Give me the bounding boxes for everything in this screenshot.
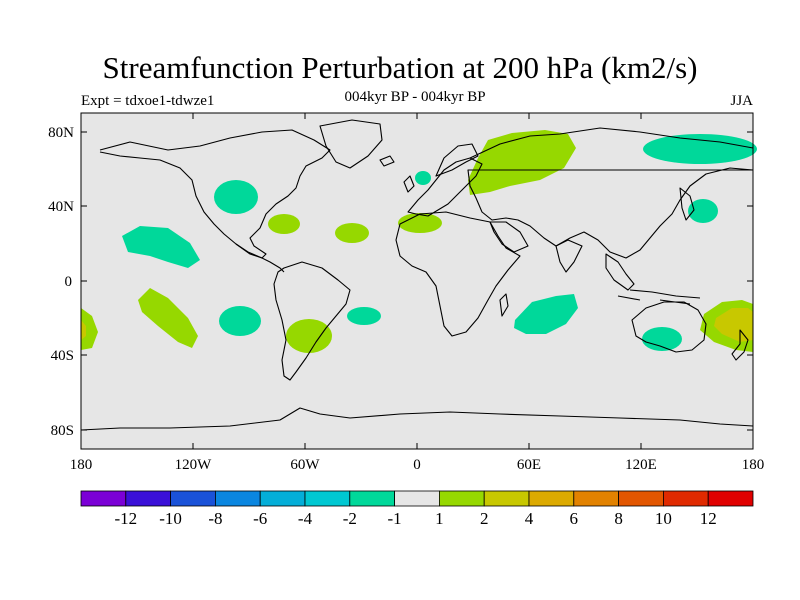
coastline-scandinavia [435, 143, 479, 177]
coastline-antarctica [80, 407, 754, 431]
colorbar-label: 6 [570, 509, 579, 528]
colorbar-box [528, 490, 575, 507]
colorbar-box [349, 490, 395, 507]
anomaly-positive-west-edge-inner [81, 320, 86, 340]
anomaly-negative-australia [642, 327, 682, 351]
lon-label-60e: 60E [517, 457, 541, 473]
colorbar-box [170, 490, 216, 507]
coastline-new-zealand [731, 329, 749, 361]
map-background [81, 113, 753, 449]
lat-axis [81, 131, 753, 431]
colorbar-box [125, 490, 172, 507]
lat-label-80s: 80S [51, 423, 74, 439]
coastline-southeast-asia [605, 253, 635, 291]
coastline-greenland [319, 119, 383, 169]
anomaly-negative-northpacific-east [643, 134, 757, 164]
lon-label-180w: 180 [70, 457, 93, 473]
colorbar-label: 4 [525, 509, 534, 528]
colorbar-label: 10 [655, 509, 672, 528]
anomaly-negative-southpacific [219, 306, 261, 336]
anomaly-positive-southpacific [138, 288, 198, 348]
colorbar-box [304, 490, 351, 507]
lon-axis [80, 113, 754, 449]
coastline-asia [467, 127, 754, 259]
coastline-australia [631, 301, 707, 353]
colorbar-label: -6 [253, 509, 267, 528]
anomaly-negative-southatlantic [347, 307, 381, 325]
colorbar-label: 1 [435, 509, 444, 528]
anomaly-patches [81, 130, 757, 353]
colorbar-label: -2 [343, 509, 357, 528]
anomaly-negative-indianocean [514, 294, 578, 334]
anomaly-positive-northafrica [398, 213, 442, 233]
coastline-arabia [489, 221, 529, 253]
colorbar-label: -10 [159, 509, 182, 528]
anomaly-negative-northpacific-west [688, 199, 718, 223]
coastline-japan [679, 187, 695, 221]
colorbar-box [80, 490, 127, 507]
colorbar-label: -8 [208, 509, 222, 528]
anomaly-negative-northsea [415, 171, 431, 185]
experiment-label: Expt = tdxoe1-tdwze1 [81, 93, 215, 109]
colorbar-box [259, 490, 306, 507]
lon-label-60w: 60W [290, 457, 320, 473]
anomaly-positive-southamerica [286, 319, 332, 353]
coastline-africa [395, 211, 521, 337]
lon-label-120e: 120E [625, 457, 657, 473]
anomaly-positive-caribbean [268, 214, 300, 234]
coastline-north-america [99, 129, 331, 259]
colorbar-label: -4 [298, 509, 313, 528]
colorbar-label: -1 [388, 509, 402, 528]
coastline-madagascar [499, 293, 509, 317]
anomaly-negative-eastpacific [122, 226, 200, 268]
colorbar-box [573, 490, 619, 507]
season-label: JJA [730, 93, 753, 109]
plot-subtitle: 004kyr BP - 004kyr BP [344, 89, 486, 105]
anomaly-positive-west-edge [81, 308, 98, 350]
lon-label-0: 0 [413, 457, 421, 473]
colorbar-box [707, 490, 754, 507]
colorbar [80, 490, 754, 507]
colorbar-box [214, 490, 261, 507]
lat-label-0: 0 [65, 274, 73, 290]
coastline-central-america [235, 243, 285, 273]
colorbar-label: -12 [114, 509, 137, 528]
colorbar-box [394, 490, 440, 507]
coastlines [80, 119, 754, 431]
anomaly-positive-atlantic [335, 223, 369, 243]
anomaly-negative-northamerica [214, 180, 258, 214]
colorbar-labels: -12 -10 -8 -6 -4 -2 -1 1 2 4 6 8 10 12 [114, 509, 716, 528]
lat-label-80n: 80N [48, 125, 74, 141]
lat-label-40n: 40N [48, 199, 74, 215]
colorbar-box [438, 490, 485, 507]
colorbar-label: 12 [700, 509, 717, 528]
colorbar-box [483, 490, 530, 507]
lon-label-180e: 180 [742, 457, 765, 473]
coastline-india [555, 239, 583, 273]
colorbar-box [663, 490, 709, 507]
lon-label-120w: 120W [175, 457, 213, 473]
coastline-uk [403, 175, 415, 193]
coastline-iceland [379, 155, 395, 167]
colorbar-box [618, 490, 664, 507]
coastline-south-america [273, 261, 351, 381]
colorbar-label: 2 [480, 509, 489, 528]
plot-title: Streamfunction Perturbation at 200 hPa (… [102, 50, 698, 85]
colorbar-label: 8 [614, 509, 623, 528]
lat-label-40s: 40S [51, 348, 74, 364]
